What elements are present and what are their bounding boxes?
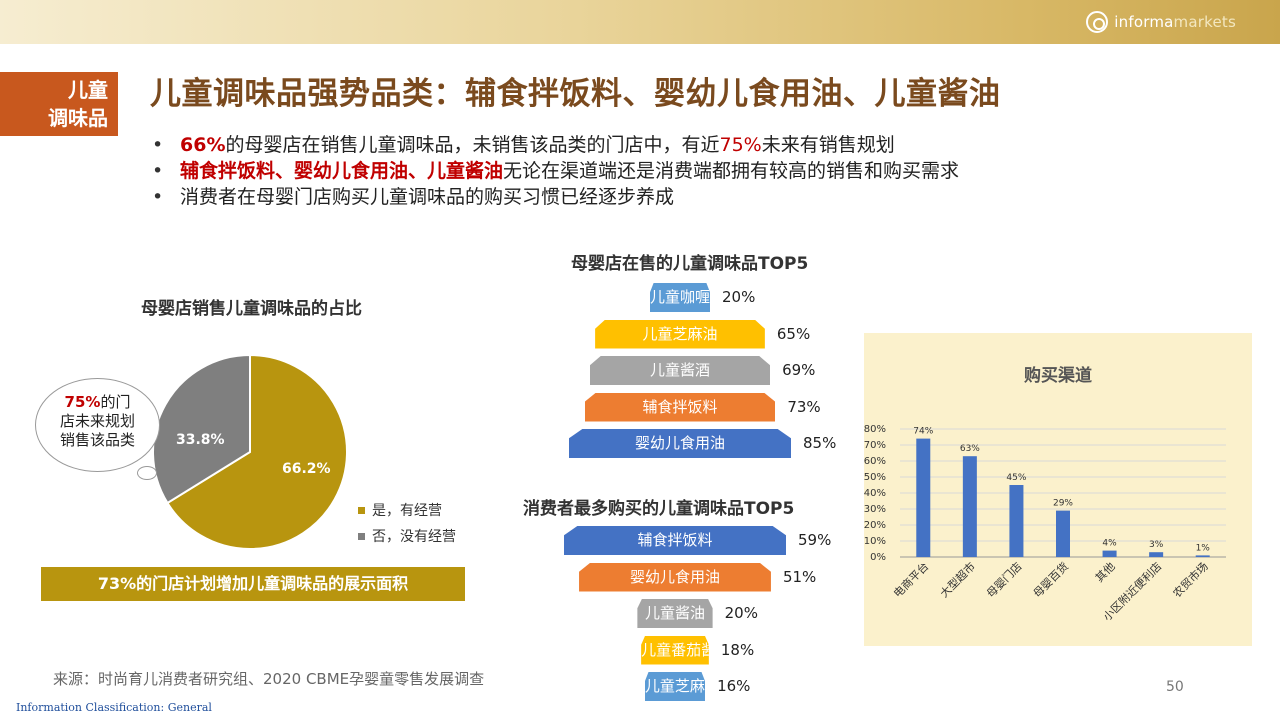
funnel-value-label: 73% bbox=[787, 397, 821, 416]
funnel-bar: 辅食拌饭料 bbox=[584, 392, 776, 422]
bar-value-label: 1% bbox=[1196, 543, 1211, 553]
y-tick-label: 20% bbox=[864, 520, 886, 531]
page-title: 儿童调味品强势品类：辅食拌饭料、婴幼儿食用油、儿童酱油 bbox=[150, 76, 1001, 112]
y-tick-label: 30% bbox=[864, 504, 886, 515]
x-category-label: 大型超市 bbox=[937, 559, 978, 600]
x-category-label: 电商平台 bbox=[890, 559, 931, 600]
logo-text: informamarkets bbox=[1114, 13, 1236, 31]
bullet-item: 66%的母婴店在销售儿童调味品，未销售该品类的门店中，有近75%未来有销售规划 bbox=[148, 132, 959, 158]
pie-legend-item: 否，没有经营 bbox=[358, 526, 456, 546]
funnel-value-label: 20% bbox=[722, 288, 756, 306]
funnel-bar: 儿童咖喱 bbox=[650, 283, 710, 312]
pie-legend-item: 是，有经营 bbox=[358, 500, 442, 520]
funnel-value-label: 20% bbox=[724, 604, 758, 622]
bar-value-label: 45% bbox=[1006, 473, 1026, 483]
funnel-value-label: 85% bbox=[803, 434, 837, 452]
bullet-list: 66%的母婴店在销售儿童调味品，未销售该品类的门店中，有近75%未来有销售规划 … bbox=[148, 132, 959, 210]
bar-value-label: 4% bbox=[1102, 539, 1117, 549]
callout-bubble: 75%的门 店未来规划 销售该品类 bbox=[35, 378, 160, 472]
channel-bar bbox=[1102, 550, 1117, 557]
y-tick-label: 0% bbox=[870, 552, 886, 563]
funnel-value-label: 51% bbox=[782, 567, 817, 586]
funnel-bar: 婴幼儿食用油 bbox=[579, 562, 771, 592]
header-bar: informamarkets bbox=[0, 0, 1280, 44]
x-category-label: 母婴门店 bbox=[984, 559, 1025, 600]
y-tick-label: 40% bbox=[864, 488, 886, 499]
funnel-value-label: 69% bbox=[782, 361, 816, 379]
channel-bar bbox=[1195, 555, 1210, 557]
funnel-bar: 儿童番茄酱 bbox=[641, 635, 709, 665]
callout-tail bbox=[137, 466, 157, 480]
funnel-chart-title: 消费者最多购买的儿童调味品TOP5 bbox=[523, 499, 795, 519]
logo-icon bbox=[1086, 11, 1109, 33]
funnel-value-label: 59% bbox=[798, 531, 832, 549]
legend-swatch bbox=[358, 506, 365, 514]
channel-bar bbox=[1056, 510, 1070, 557]
x-category-label: 农贸市场 bbox=[1170, 559, 1211, 600]
bar-value-label: 3% bbox=[1149, 540, 1164, 550]
classification-note: Information Classification: General bbox=[16, 701, 212, 714]
source-note: 来源：时尚育儿消费者研究组、2020 CBME孕婴童零售发展调查 bbox=[53, 670, 485, 688]
pie-slice bbox=[152, 353, 251, 505]
y-tick-label: 10% bbox=[864, 536, 886, 547]
funnel-bar: 辅食拌饭料 bbox=[564, 526, 786, 555]
bar-value-label: 74% bbox=[913, 427, 933, 437]
x-category-label: 母婴百货 bbox=[1030, 559, 1071, 600]
bullet-item: 消费者在母婴门店购买儿童调味品的购买习惯已经逐步养成 bbox=[148, 184, 959, 210]
funnel-chart-title: 母婴店在售的儿童调味品TOP5 bbox=[571, 254, 809, 274]
channel-bar-chart: 购买渠道 0% 10% 20% 30% 40% 50% 60% 70% 80% 74% 电商平台 63%… bbox=[864, 365, 1226, 624]
funnel-value-label: 18% bbox=[720, 640, 755, 659]
pie-chart bbox=[152, 353, 348, 550]
bullet-item: 辅食拌饭料、婴幼儿食用油、儿童酱油无论在渠道端还是消费端都拥有较高的销售和购买需… bbox=[148, 158, 959, 184]
funnel-value-label: 16% bbox=[717, 677, 751, 695]
channel-bar bbox=[962, 456, 977, 557]
y-tick-label: 70% bbox=[864, 440, 886, 451]
y-tick-label: 80% bbox=[864, 424, 886, 435]
informa-markets-logo: informamarkets bbox=[1086, 10, 1236, 34]
section-tag: 儿童 调味品 bbox=[0, 72, 118, 136]
funnel-bar: 儿童芝麻油 bbox=[595, 319, 765, 349]
y-tick-label: 60% bbox=[864, 456, 886, 467]
bar-value-label: 29% bbox=[1053, 499, 1073, 509]
pie-slice bbox=[166, 353, 348, 550]
funnel-bar: 儿童酱酒 bbox=[589, 356, 771, 385]
highlight-banner: 73%的门店计划增加儿童调味品的展示面积 bbox=[41, 567, 465, 601]
y-tick-label: 50% bbox=[864, 472, 886, 483]
pie-slice-label: 66.2% bbox=[282, 461, 331, 477]
funnel-bar: 儿童芝麻酱 bbox=[644, 672, 706, 701]
legend-swatch bbox=[358, 532, 365, 540]
pie-slice-label: 33.8% bbox=[176, 432, 225, 448]
funnel-bar: 儿童酱油 bbox=[637, 599, 713, 628]
bar-value-label: 63% bbox=[960, 444, 980, 454]
x-category-label: 其他 bbox=[1093, 560, 1118, 585]
channel-bar bbox=[916, 438, 931, 557]
funnel-value-label: 65% bbox=[776, 324, 811, 343]
pie-chart-title: 母婴店销售儿童调味品的占比 bbox=[141, 299, 362, 319]
channel-bar bbox=[1149, 552, 1164, 557]
page-number: 50 bbox=[1166, 679, 1184, 695]
channel-chart-title: 购买渠道 bbox=[1024, 365, 1092, 386]
channel-bar bbox=[1009, 485, 1024, 557]
funnel-bar: 婴幼儿食用油 bbox=[569, 429, 791, 458]
